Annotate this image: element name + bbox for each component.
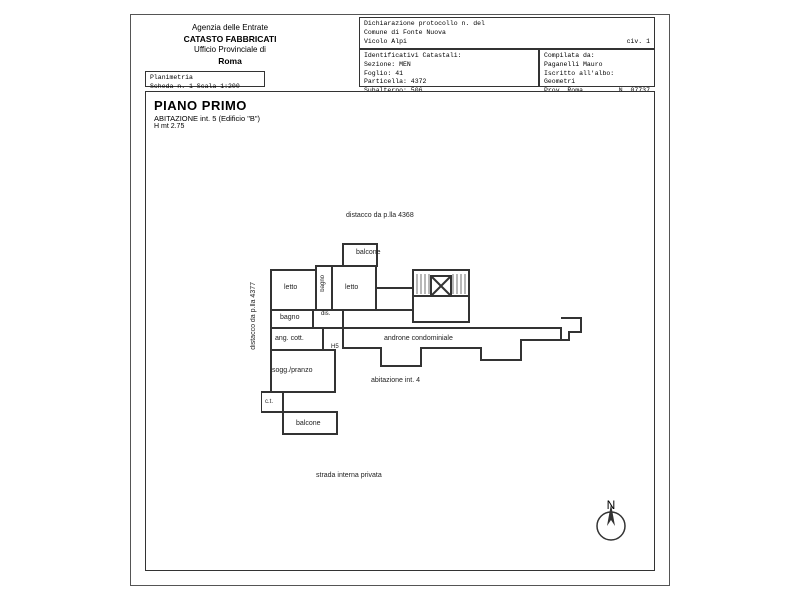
room-bagno: bagno xyxy=(280,314,299,321)
cad-t: Identificativi Catastali: xyxy=(364,52,534,61)
floor-sub: ABITAZIONE int. 5 (Edificio "B") xyxy=(154,114,260,123)
room-balcone-bot: balcone xyxy=(296,420,321,427)
room-ct: c.t. xyxy=(265,399,273,405)
room-letto-1: letto xyxy=(284,284,297,291)
comp-l1: Compilata da: xyxy=(544,52,650,61)
room-angcott: ang. cott. xyxy=(275,335,304,342)
decl-l2: Comune di Fonte Nuova xyxy=(364,29,650,38)
strada-label: strada interna privata xyxy=(316,472,382,479)
floorplan-svg xyxy=(261,240,591,450)
room-bagno-v: bagno xyxy=(320,275,326,292)
cad-foglio: Foglio: 41 xyxy=(364,70,534,79)
agency-city: Roma xyxy=(145,56,315,67)
room-hs: H5 xyxy=(331,344,339,350)
room-soggpranzo: sogg./pranzo xyxy=(272,367,312,374)
floor-title: PIANO PRIMO xyxy=(154,98,247,113)
decl-l3: Vicolo Alpi xyxy=(364,38,407,47)
androne-label: androne condominiale xyxy=(384,335,453,342)
compass: N xyxy=(586,498,636,558)
room-letto-2: letto xyxy=(345,284,358,291)
declaration-box: Dichiarazione protocollo n. del Comune d… xyxy=(359,17,655,49)
cad-sezione: Sezione: MEN xyxy=(364,61,534,70)
distacco-left-label: distacco da p.lla 4377 xyxy=(250,282,257,350)
comp-l4: Geometri xyxy=(544,78,650,87)
planimetria-box: Planimetria Scheda n. 1 Scala 1:200 xyxy=(145,71,265,87)
drawing-frame: PIANO PRIMO ABITAZIONE int. 5 (Edificio … xyxy=(145,91,655,571)
room-balcone-top: balcone xyxy=(356,249,381,256)
floor-h: H mt 2.75 xyxy=(154,123,184,130)
abitazione4-label: abitazione int. 4 xyxy=(371,377,420,384)
distacco-top-label: distacco da p.lla 4368 xyxy=(346,212,414,219)
decl-l1: Dichiarazione protocollo n. del xyxy=(364,20,650,29)
plan-l1: Planimetria xyxy=(150,74,260,83)
agency-office: Ufficio Provinciale di xyxy=(145,45,315,56)
cadastral-box: Identificativi Catastali: Sezione: MEN F… xyxy=(359,49,539,87)
decl-civ: civ. 1 xyxy=(627,38,650,47)
compass-n: N xyxy=(607,498,616,512)
room-dis: dis. xyxy=(321,311,330,317)
cad-particella: Particella: 4372 xyxy=(364,78,534,87)
compiler-box: Compilata da: Paganelli Mauro Iscritto a… xyxy=(539,49,655,87)
agency-header: Agenzia delle Entrate CATASTO FABBRICATI… xyxy=(145,23,315,68)
comp-l2: Paganelli Mauro xyxy=(544,61,650,70)
agency-bold: CATASTO FABBRICATI xyxy=(145,34,315,45)
page-frame: Agenzia delle Entrate CATASTO FABBRICATI… xyxy=(130,14,670,586)
comp-l3: Iscritto all'albo: xyxy=(544,70,650,79)
agency-line: Agenzia delle Entrate xyxy=(145,23,315,34)
